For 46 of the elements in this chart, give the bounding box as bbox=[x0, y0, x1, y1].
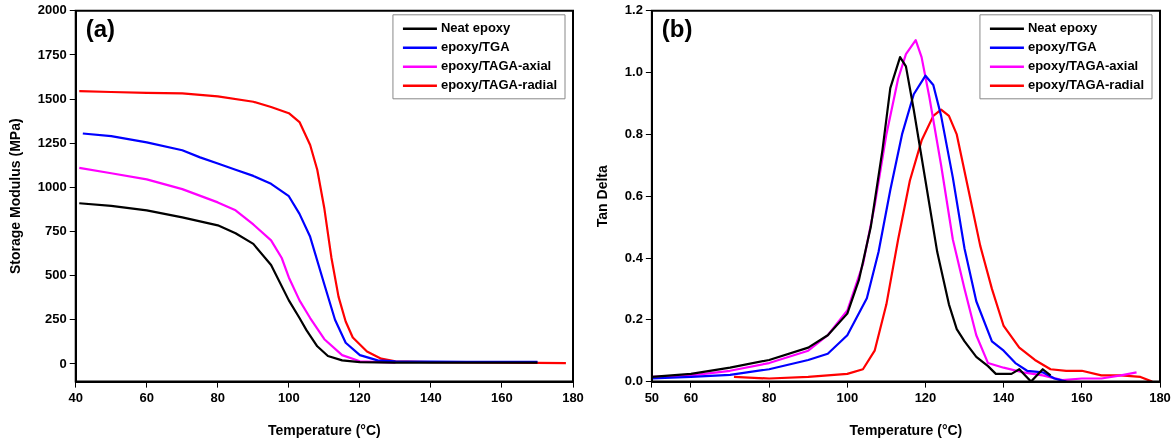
x-tick-label: 50 bbox=[644, 389, 660, 405]
y-tick-label: 1750 bbox=[37, 46, 67, 62]
y-tick-label: 500 bbox=[45, 267, 67, 283]
x-tick-label: 140 bbox=[992, 389, 1015, 405]
x-tick-label: 40 bbox=[68, 389, 83, 405]
y-tick-label: 1.2 bbox=[624, 2, 643, 18]
x-tick-label: 80 bbox=[210, 389, 226, 405]
legend-label: epoxy/TGA bbox=[1027, 39, 1098, 55]
y-tick-label: 0.6 bbox=[624, 187, 643, 203]
y-tick-label: 1.0 bbox=[624, 64, 643, 80]
legend-label: Neat epoxy bbox=[1027, 20, 1099, 36]
x-tick-label: 160 bbox=[1070, 389, 1093, 405]
x-tick-label: 120 bbox=[349, 389, 371, 405]
y-tick-label: 0.2 bbox=[624, 311, 643, 327]
legend-label: epoxy/TAGA-axial bbox=[1027, 58, 1139, 74]
y-tick-label: 0.0 bbox=[624, 373, 643, 389]
y-tick-label: 0 bbox=[59, 355, 67, 371]
legend-label: epoxy/TAGA-axial bbox=[440, 58, 552, 74]
legend-label: epoxy/TAGA-radial bbox=[440, 77, 557, 93]
x-tick-label: 100 bbox=[277, 389, 300, 405]
legend-label: epoxy/TGA bbox=[440, 39, 511, 55]
x-tick-label: 180 bbox=[1149, 389, 1171, 405]
x-tick-label: 160 bbox=[491, 389, 513, 405]
y-tick-label: 1000 bbox=[37, 178, 67, 194]
y-tick-label: 1250 bbox=[37, 134, 67, 150]
y-tick-label: 750 bbox=[45, 223, 67, 239]
y-tick-label: 1500 bbox=[37, 90, 67, 106]
y-tick-label: 250 bbox=[45, 311, 67, 327]
x-tick-label: 60 bbox=[683, 389, 699, 405]
x-tick-label: 180 bbox=[562, 389, 584, 405]
x-tick-label: 100 bbox=[836, 389, 859, 405]
x-tick-label: 80 bbox=[761, 389, 777, 405]
y-tick-label: 2000 bbox=[37, 2, 67, 18]
annotation: (a) bbox=[85, 15, 116, 43]
x-axis-title: Temperature (°C) bbox=[849, 422, 963, 439]
annotation: (b) bbox=[661, 15, 693, 43]
y-axis-title: Tan Delta bbox=[594, 165, 611, 228]
y-tick-label: 0.4 bbox=[624, 249, 644, 265]
y-tick-label: 0.8 bbox=[624, 125, 643, 141]
x-tick-label: 120 bbox=[914, 389, 937, 405]
x-tick-label: 140 bbox=[420, 389, 442, 405]
x-tick-label: 60 bbox=[139, 389, 154, 405]
legend-label: epoxy/TAGA-radial bbox=[1027, 77, 1144, 93]
y-axis-title: Storage Modulus (MPa) bbox=[7, 118, 24, 274]
x-axis-title: Temperature (°C) bbox=[268, 422, 381, 439]
legend-label: Neat epoxy bbox=[440, 20, 512, 36]
